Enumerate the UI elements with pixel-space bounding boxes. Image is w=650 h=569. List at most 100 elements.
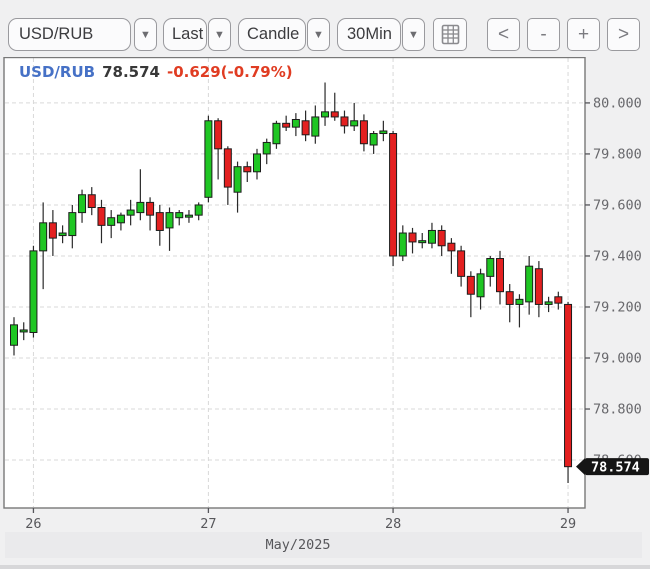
y-axis-tick-label: 79.000 <box>593 351 642 367</box>
candle-body <box>427 229 436 244</box>
candle <box>457 245 466 287</box>
candle-body <box>389 133 398 257</box>
symbol-select-value: USD/RUB <box>19 25 94 43</box>
candle-body <box>311 116 320 137</box>
symbol-select[interactable]: USD/RUB <box>8 18 131 51</box>
candle <box>359 114 368 152</box>
candle-body <box>340 116 349 127</box>
symbol-dropdown-button[interactable]: ▼ <box>134 18 157 51</box>
chart-type-value: Candle <box>247 25 300 43</box>
candle <box>68 204 77 249</box>
candle <box>194 202 203 221</box>
plus-icon: + <box>577 23 590 45</box>
x-axis-tick-label: 26 <box>25 516 41 532</box>
right-arrow-icon: > <box>617 23 630 45</box>
candle-body <box>369 133 378 146</box>
candle-body <box>564 303 573 468</box>
y-axis-tick-label: 79.400 <box>593 248 642 264</box>
candle <box>486 255 495 287</box>
candle <box>330 92 339 121</box>
candle <box>408 227 417 254</box>
price-tag-arrow <box>576 458 585 476</box>
candle-body <box>466 275 475 295</box>
candlestick-chart-canvas[interactable]: 80.000 79.800 79.600 79.400 79.200 79.000 78.8… <box>0 56 650 532</box>
legend-change: -0.629(-0.79%) <box>166 63 293 81</box>
candle <box>19 322 28 341</box>
candle <box>505 284 514 323</box>
candle <box>282 115 291 131</box>
left-arrow-icon: < <box>497 23 510 45</box>
candle-body <box>165 212 174 229</box>
x-axis-tick-label: 28 <box>385 516 401 532</box>
candle-body <box>272 122 281 145</box>
zoom-out-button[interactable]: - <box>527 18 560 51</box>
candle <box>58 225 67 244</box>
candle-body <box>184 214 193 218</box>
interval-dropdown-button[interactable]: ▼ <box>402 18 425 51</box>
candle-body <box>194 204 203 216</box>
zoom-in-button[interactable]: + <box>567 18 600 51</box>
candle-body <box>321 111 330 118</box>
candle-body <box>243 166 252 173</box>
candle <box>301 110 310 142</box>
price-tag-body <box>585 458 649 476</box>
candle-body <box>398 232 407 257</box>
chart-type-select[interactable]: Candle <box>238 18 306 51</box>
candle <box>272 120 281 149</box>
candle <box>214 118 223 180</box>
candle-body <box>97 207 106 226</box>
chart-type-dropdown-button[interactable]: ▼ <box>307 18 330 51</box>
price-type-select[interactable]: Last <box>163 18 207 51</box>
candle <box>39 202 48 290</box>
y-axis-tick-label: 78.800 <box>593 402 642 418</box>
candle <box>262 138 271 165</box>
candle <box>496 250 504 305</box>
candle-body <box>48 222 57 239</box>
candle-body <box>330 111 339 118</box>
price-type-dropdown-button[interactable]: ▼ <box>208 18 231 51</box>
candle <box>534 261 543 318</box>
candle-body <box>19 329 28 333</box>
y-axis-tick-label: 79.600 <box>593 197 642 213</box>
candle <box>48 210 57 256</box>
y-axis-tick-label: 79.200 <box>593 299 642 315</box>
candle <box>29 245 38 338</box>
candle-body <box>58 232 67 237</box>
candle <box>564 301 573 484</box>
price-tag-label: 78.574 <box>591 459 640 475</box>
candle-body <box>282 122 291 128</box>
chevron-down-icon: ▼ <box>214 28 225 41</box>
price-type-value: Last <box>172 25 204 43</box>
x-axis-tick-label: 29 <box>560 516 576 532</box>
chart-legend: USD/RUB 78.574 -0.629(-0.79%) <box>19 63 293 81</box>
data-table-button[interactable] <box>433 18 467 51</box>
candle <box>184 210 193 223</box>
chart-area: USD/RUB 78.574 -0.629(-0.79%) 80.000 79.800… <box>0 56 650 532</box>
candle-body <box>525 265 534 303</box>
candle-body <box>486 258 495 277</box>
interval-select[interactable]: 30Min <box>337 18 401 51</box>
candle-body <box>175 212 184 219</box>
y-axis-tick-label: 79.800 <box>593 146 642 162</box>
candle <box>223 146 232 205</box>
candle <box>175 210 184 226</box>
candle <box>369 130 378 154</box>
candle <box>515 294 524 328</box>
minus-icon: - <box>540 23 547 45</box>
candle <box>427 222 436 249</box>
candle <box>398 225 407 262</box>
candle-body <box>350 120 359 127</box>
candle <box>87 187 96 216</box>
candle <box>243 161 252 182</box>
candle-body <box>379 130 388 135</box>
legend-symbol: USD/RUB <box>19 63 96 81</box>
scroll-right-button[interactable]: > <box>607 18 640 51</box>
candle-body <box>359 120 368 145</box>
scroll-left-button[interactable]: < <box>487 18 520 51</box>
candle-body <box>505 291 514 305</box>
candle <box>10 317 18 356</box>
candle <box>116 212 125 231</box>
candle <box>291 113 300 137</box>
candle-body <box>223 148 232 188</box>
